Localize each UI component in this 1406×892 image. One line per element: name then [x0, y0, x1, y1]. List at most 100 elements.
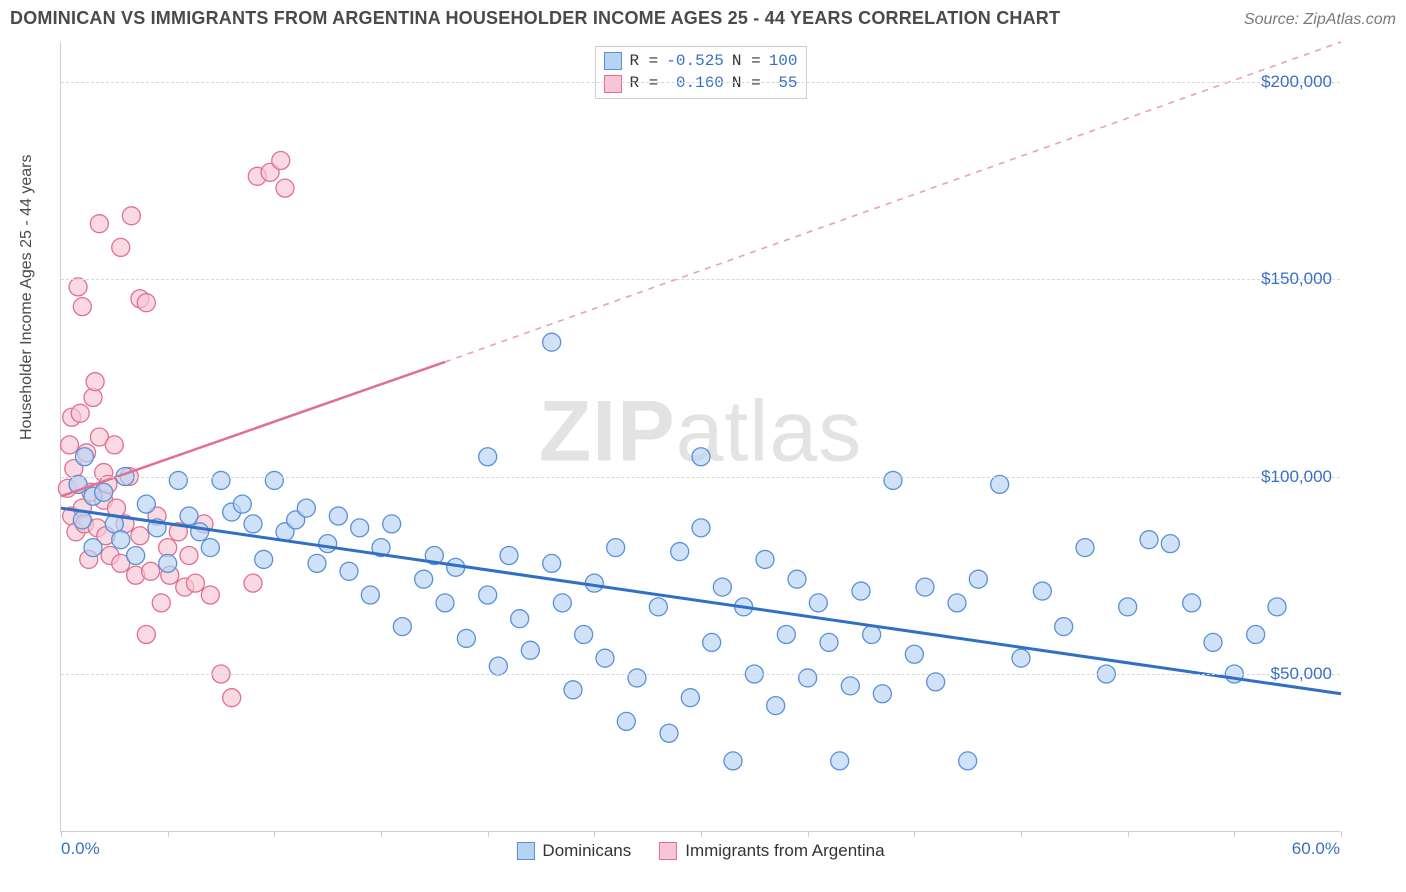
data-point	[1033, 582, 1051, 600]
data-point	[308, 554, 326, 572]
xtick	[808, 831, 809, 837]
data-point	[212, 471, 230, 489]
data-point	[479, 586, 497, 604]
data-point	[959, 752, 977, 770]
data-point	[863, 626, 881, 644]
data-point	[841, 677, 859, 695]
x-axis-min-label: 0.0%	[61, 839, 100, 859]
data-point	[756, 550, 774, 568]
data-point	[884, 471, 902, 489]
data-point	[351, 519, 369, 537]
data-point	[90, 215, 108, 233]
data-point	[1140, 531, 1158, 549]
xtick	[914, 831, 915, 837]
xtick	[701, 831, 702, 837]
data-point	[329, 507, 347, 525]
data-point	[244, 574, 262, 592]
xtick	[1021, 831, 1022, 837]
data-point	[479, 448, 497, 466]
data-point	[511, 610, 529, 628]
data-point	[767, 697, 785, 715]
data-point	[436, 594, 454, 612]
data-point	[852, 582, 870, 600]
swatch-series-1-icon	[603, 75, 621, 93]
data-point	[724, 752, 742, 770]
data-point	[86, 373, 104, 391]
gridline	[61, 279, 1340, 280]
stats-row-0: R = -0.525 N = 100	[603, 50, 797, 72]
plot-area: ZIPatlas R = -0.525 N = 100 R = 0.160 N …	[60, 42, 1340, 832]
data-point	[71, 404, 89, 422]
xtick	[594, 831, 595, 837]
data-point	[233, 495, 251, 513]
data-point	[122, 207, 140, 225]
data-point	[564, 681, 582, 699]
data-point	[95, 483, 113, 501]
ytick-label: $150,000	[1261, 269, 1332, 289]
ytick-label: $100,000	[1261, 467, 1332, 487]
data-point	[820, 633, 838, 651]
data-point	[1247, 626, 1265, 644]
data-point	[788, 570, 806, 588]
data-point	[1204, 633, 1222, 651]
data-point	[201, 586, 219, 604]
r-value-1: 0.160	[666, 72, 724, 94]
data-point	[272, 152, 290, 170]
data-point	[713, 578, 731, 596]
data-point	[916, 578, 934, 596]
data-point	[186, 574, 204, 592]
n-value-1: 55	[769, 72, 798, 94]
data-point	[84, 389, 102, 407]
data-point	[112, 238, 130, 256]
data-point	[137, 294, 155, 312]
data-point	[873, 685, 891, 703]
data-point	[948, 594, 966, 612]
data-point	[703, 633, 721, 651]
data-point	[660, 724, 678, 742]
legend-label-1: Immigrants from Argentina	[685, 841, 884, 861]
data-point	[340, 562, 358, 580]
data-point	[319, 535, 337, 553]
data-point	[831, 752, 849, 770]
chart-svg	[61, 42, 1340, 831]
data-point	[265, 471, 283, 489]
legend-swatch-1-icon	[659, 842, 677, 860]
data-point	[169, 471, 187, 489]
data-point	[1268, 598, 1286, 616]
data-point	[201, 539, 219, 557]
data-point	[276, 179, 294, 197]
trend-line-argentina-dashed	[445, 42, 1341, 362]
data-point	[969, 570, 987, 588]
data-point	[142, 562, 160, 580]
data-point	[180, 507, 198, 525]
data-point	[84, 539, 102, 557]
xtick	[1128, 831, 1129, 837]
data-point	[69, 278, 87, 296]
data-point	[73, 511, 91, 529]
data-point	[521, 641, 539, 659]
data-point	[159, 554, 177, 572]
ytick-label: $200,000	[1261, 72, 1332, 92]
data-point	[152, 594, 170, 612]
data-point	[137, 495, 155, 513]
data-point	[1076, 539, 1094, 557]
legend-swatch-0-icon	[516, 842, 534, 860]
data-point	[415, 570, 433, 588]
data-point	[297, 499, 315, 517]
data-point	[671, 543, 689, 561]
data-point	[607, 539, 625, 557]
data-point	[112, 531, 130, 549]
legend-item-1: Immigrants from Argentina	[659, 841, 884, 861]
r-value-0: -0.525	[666, 50, 724, 72]
data-point	[137, 626, 155, 644]
xtick	[381, 831, 382, 837]
swatch-series-0-icon	[603, 52, 621, 70]
data-point	[617, 712, 635, 730]
legend-label-0: Dominicans	[542, 841, 631, 861]
chart-header: DOMINICAN VS IMMIGRANTS FROM ARGENTINA H…	[10, 8, 1396, 29]
data-point	[543, 554, 561, 572]
data-point	[393, 618, 411, 636]
data-point	[927, 673, 945, 691]
data-point	[255, 550, 273, 568]
data-point	[799, 669, 817, 687]
